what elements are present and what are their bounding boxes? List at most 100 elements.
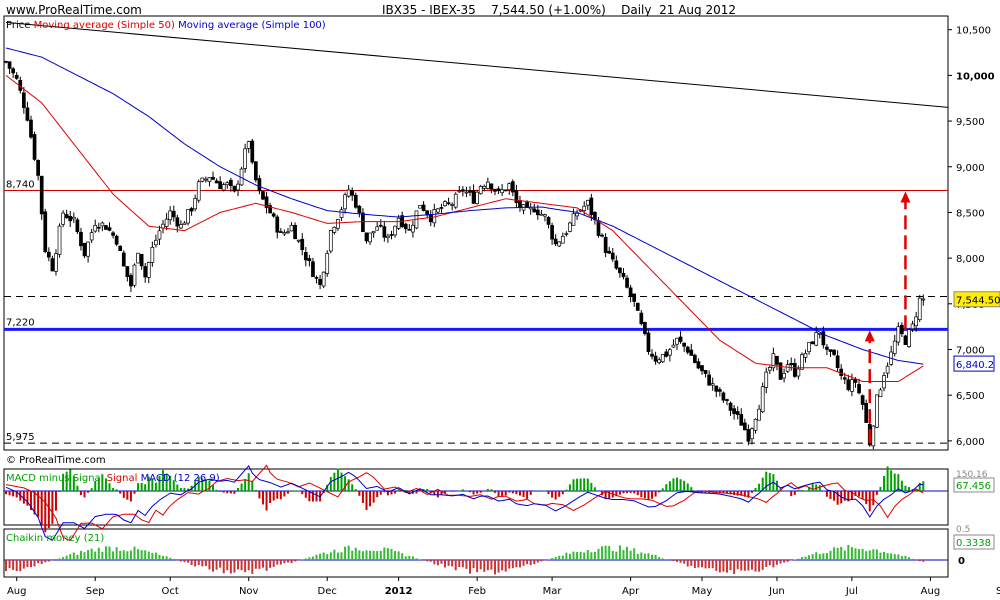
candle-down (4, 61, 8, 63)
candle-up (386, 235, 390, 239)
candle-down (79, 231, 83, 247)
candle-up (475, 191, 479, 205)
candle-up (767, 367, 772, 371)
candle-up (61, 212, 65, 225)
support-label: 7,220 (6, 317, 35, 328)
candle-down (553, 238, 558, 245)
candle-down (610, 252, 615, 260)
candle-up (86, 241, 90, 257)
candle-up (286, 231, 290, 234)
candle-down (111, 232, 115, 236)
candle-down (82, 242, 87, 257)
candle-down (104, 225, 108, 230)
candle-up (807, 342, 811, 353)
candle-down (275, 216, 280, 233)
candle-down (318, 278, 322, 285)
candle-up (585, 199, 590, 206)
candle-down (700, 365, 704, 372)
legend-macd-hist[interactable]: MACD minus Signal (6, 473, 104, 484)
candle-down (735, 411, 740, 415)
candle-down (261, 191, 265, 200)
date-label: 21 Aug 2012 (659, 3, 737, 17)
candle-down (428, 214, 433, 223)
site-url[interactable]: www.ProRealTime.com (6, 3, 142, 17)
candle-up (657, 359, 662, 363)
candle-down (625, 277, 629, 288)
candle-down (253, 161, 258, 181)
candle-down (7, 61, 12, 69)
candle-down (278, 231, 283, 233)
candle-down (707, 374, 711, 386)
candle-up (371, 230, 376, 234)
candle-up (282, 232, 287, 235)
ma50-line (5, 75, 924, 382)
candle-down (293, 224, 297, 240)
candle-up (910, 323, 915, 330)
chaikin-legend[interactable]: Chaikin money (21) (6, 533, 105, 544)
candle-up (236, 183, 240, 191)
candle-down (607, 250, 612, 254)
candle-up (878, 389, 883, 398)
legend-price: Price (6, 20, 31, 31)
candle-down (714, 385, 719, 392)
candle-down (389, 234, 394, 236)
x-tick-label: Oct (162, 586, 179, 597)
legend-ma100[interactable]: Moving average (Simple 100) (178, 20, 326, 31)
last-price-box (953, 291, 1000, 308)
candle-up (93, 224, 98, 232)
candle-up (582, 205, 587, 211)
candle-down (789, 363, 794, 366)
candle-up (157, 230, 162, 240)
candle-down (350, 189, 355, 196)
candle-down (271, 213, 276, 217)
candle-down (43, 211, 48, 252)
macd-value-box (953, 477, 995, 493)
candle-down (36, 159, 40, 176)
candle-up (179, 224, 183, 229)
candle-up (339, 209, 344, 218)
candle-down (211, 176, 215, 180)
candle-down (646, 332, 651, 352)
x-tick-label: Mar (543, 586, 563, 597)
candle-up (796, 368, 801, 377)
candle-down (900, 324, 904, 335)
candle-down (746, 429, 751, 442)
candle-up (814, 332, 819, 346)
candle-down (129, 274, 133, 287)
candle-down (25, 107, 30, 121)
legend-macd-line[interactable]: MACD (12 26 9) (140, 473, 220, 484)
candle-down (250, 140, 255, 163)
legend-macd-signal[interactable]: Signal (106, 473, 138, 484)
price-change-label: 7,544.50 (+1.00%) (491, 3, 606, 17)
candle-down (403, 223, 408, 230)
candle-up (803, 353, 808, 358)
candle-up (375, 226, 380, 231)
legend-ma50[interactable]: Moving average (Simple 50) (33, 20, 175, 31)
candle-down (518, 200, 522, 208)
x-tick-label: 2012 (385, 586, 413, 597)
y-tick-label: 10,000 (956, 71, 995, 82)
candle-up (243, 148, 247, 169)
candle-up (325, 253, 330, 274)
candle-down (232, 185, 237, 192)
candle-down (742, 422, 747, 431)
ma-value-label: 6,840.2 (956, 360, 994, 371)
candle-down (229, 179, 233, 187)
candle-down (314, 277, 319, 279)
candle-up (132, 264, 137, 286)
candle-up (885, 365, 890, 374)
candle-down (496, 188, 501, 192)
candle-down (407, 228, 412, 231)
candle-down (792, 362, 797, 377)
candle-up (668, 349, 672, 356)
y-tick-label: 6,500 (956, 391, 985, 402)
candle-down (685, 346, 690, 353)
candle-up (443, 201, 447, 207)
candle-down (864, 403, 869, 423)
candle-down (118, 245, 123, 251)
period-label: Daily (621, 3, 652, 17)
candle-up (221, 184, 226, 191)
candle-down (218, 181, 223, 190)
y-tick-label: 7,000 (956, 345, 985, 356)
candle-up (225, 182, 230, 186)
